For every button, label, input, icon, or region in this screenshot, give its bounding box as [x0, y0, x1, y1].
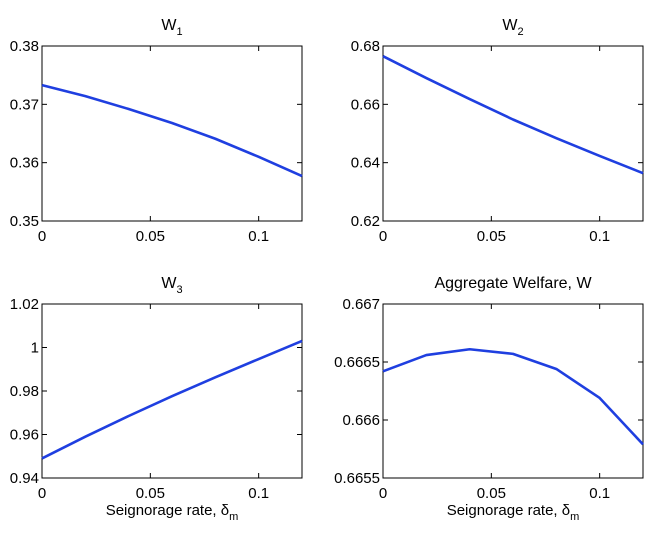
subplot-2: 0 0.05 0.1 0.62 0.64 0.66 0.68 W2: [351, 17, 644, 245]
x-tick-label: 0: [38, 228, 46, 245]
y-tick-label: 0.37: [10, 96, 39, 113]
series-line-W2: [382, 55, 644, 175]
y-tick-label: 1: [31, 340, 39, 357]
y-tick-label: 1.02: [10, 296, 39, 313]
x-tick-label: 0.1: [589, 228, 610, 245]
x-axis-label: Seignorage rate, δm: [106, 502, 239, 523]
chart-title-subscript: 1: [176, 26, 182, 38]
chart-title: W2: [502, 17, 523, 38]
chart-title-subscript: 3: [176, 284, 182, 296]
chart-title-subscript: 2: [517, 26, 523, 38]
y-tick-label: 0.96: [10, 427, 39, 444]
axes-box: [382, 303, 644, 479]
x-axis-label-subscript: m: [570, 511, 579, 523]
subplot-1: 0 0.05 0.1 0.35 0.36 0.37 0.38 W1: [10, 17, 303, 245]
x-axis-label: Seignorage rate, δm: [447, 502, 580, 523]
y-tick-label: 0.66: [351, 96, 380, 113]
axes-box: [382, 45, 644, 222]
x-tick-label: 0.05: [136, 485, 165, 502]
x-tick-label: 0.1: [589, 485, 610, 502]
x-tick-label: 0.1: [248, 228, 269, 245]
subplot-3: 0 0.05 0.1 0.94 0.96 0.98 1 1.02 W3 Seignorage ra…: [10, 275, 303, 523]
chart-title: W1: [161, 17, 182, 38]
chart-title-text: Aggregate Welfare, W: [434, 275, 592, 292]
x-axis-label-text: Seignorage rate, δ: [106, 502, 229, 519]
y-tick-label: 0.6655: [334, 470, 380, 487]
x-tick-label: 0.05: [477, 228, 506, 245]
x-axis-label-text: Seignorage rate, δ: [447, 502, 570, 519]
x-tick-label: 0: [379, 228, 387, 245]
y-tick-label: 0.35: [10, 213, 39, 230]
y-tick-label: 0.667: [342, 296, 380, 313]
y-tick-label: 0.94: [10, 470, 39, 487]
y-tick-label: 0.38: [10, 38, 39, 55]
chart-title-text: W: [502, 17, 518, 34]
series-line-W3: [41, 339, 303, 460]
chart-title-text: W: [161, 17, 177, 34]
axes-box: [41, 45, 303, 222]
subplot-4: 0 0.05 0.1 0.6655 0.666 0.6665 0.667 Aggregate …: [334, 275, 644, 523]
y-tick-label: 0.36: [10, 155, 39, 172]
x-tick-label: 0: [38, 485, 46, 502]
axes-box: [41, 303, 303, 479]
y-tick-label: 0.98: [10, 383, 39, 400]
x-axis-label-subscript: m: [229, 511, 238, 523]
x-tick-label: 0.05: [136, 228, 165, 245]
series-line-W: [382, 347, 644, 446]
x-tick-label: 0.1: [248, 485, 269, 502]
y-tick-label: 0.64: [351, 155, 380, 172]
chart-title: Aggregate Welfare, W: [434, 275, 592, 292]
y-tick-label: 0.62: [351, 213, 380, 230]
y-tick-label: 0.68: [351, 38, 380, 55]
y-tick-label: 0.666: [342, 412, 380, 429]
y-tick-label: 0.6665: [334, 354, 380, 371]
x-tick-label: 0: [379, 485, 387, 502]
series-line-W1: [41, 83, 303, 178]
chart-title-text: W: [161, 275, 177, 292]
chart-title: W3: [161, 275, 182, 296]
x-tick-label: 0.05: [477, 485, 506, 502]
